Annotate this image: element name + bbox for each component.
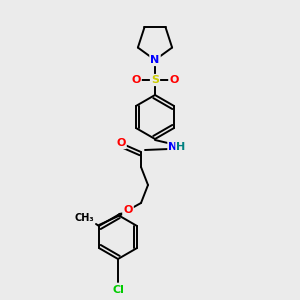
Text: O: O — [116, 138, 126, 148]
Text: N: N — [150, 55, 160, 65]
Text: Cl: Cl — [112, 285, 124, 295]
Text: O: O — [169, 75, 179, 85]
Text: S: S — [151, 75, 159, 85]
Text: H: H — [176, 142, 186, 152]
Text: N: N — [168, 142, 178, 152]
Text: CH₃: CH₃ — [74, 213, 94, 223]
Text: O: O — [123, 205, 133, 215]
Text: O: O — [131, 75, 141, 85]
